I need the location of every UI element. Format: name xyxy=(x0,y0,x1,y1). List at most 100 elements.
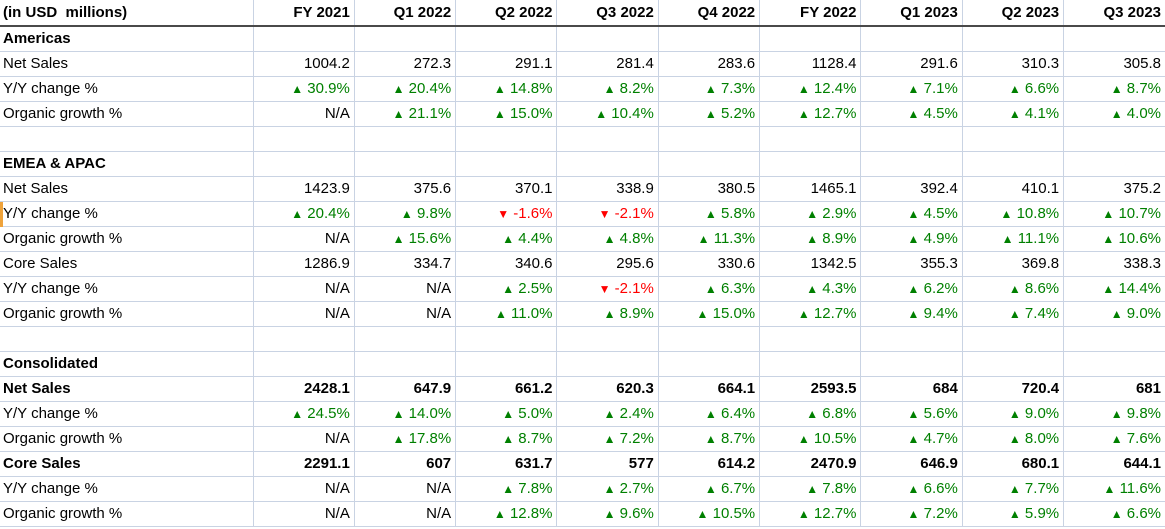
column-header[interactable]: Q3 2022 xyxy=(556,0,659,27)
column-header[interactable]: Q1 2023 xyxy=(860,0,963,27)
row-label[interactable]: Organic growth % xyxy=(0,426,254,452)
cell[interactable] xyxy=(354,126,457,152)
cell[interactable]: ▲ 8.2% xyxy=(556,76,659,102)
cell[interactable]: ▲ 4.8% xyxy=(556,226,659,252)
cell[interactable] xyxy=(962,326,1065,352)
row-label[interactable]: Core Sales xyxy=(0,251,254,277)
cell[interactable]: 614.2 xyxy=(658,451,761,477)
column-header[interactable]: FY 2022 xyxy=(759,0,862,27)
cell[interactable]: 577 xyxy=(556,451,659,477)
cell[interactable]: ▲ 8.7% xyxy=(658,426,761,452)
cell[interactable] xyxy=(1063,326,1165,352)
cell[interactable]: ▲ 5.6% xyxy=(860,401,963,427)
row-label[interactable]: Organic growth % xyxy=(0,101,254,127)
cell[interactable]: 664.1 xyxy=(658,376,761,402)
cell[interactable]: ▲ 6.7% xyxy=(658,476,761,502)
cell[interactable]: 1423.9 xyxy=(253,176,355,202)
cell[interactable] xyxy=(759,126,862,152)
cell[interactable]: ▲ 12.7% xyxy=(759,501,862,527)
row-label[interactable]: EMEA & APAC xyxy=(0,151,254,177)
cell[interactable]: ▲ 7.3% xyxy=(658,76,761,102)
cell[interactable]: N/A xyxy=(253,101,355,127)
row-label[interactable]: Organic growth % xyxy=(0,226,254,252)
cell[interactable]: N/A xyxy=(253,426,355,452)
cell[interactable]: N/A xyxy=(354,276,457,302)
cell[interactable] xyxy=(860,26,963,52)
row-label[interactable]: Americas xyxy=(0,26,254,52)
cell[interactable]: N/A xyxy=(253,501,355,527)
cell[interactable] xyxy=(860,151,963,177)
cell[interactable]: 1128.4 xyxy=(759,51,862,77)
cell[interactable]: 355.3 xyxy=(860,251,963,277)
cell[interactable] xyxy=(556,26,659,52)
cell[interactable]: ▲ 7.4% xyxy=(962,301,1065,327)
cell[interactable]: 305.8 xyxy=(1063,51,1165,77)
cell[interactable] xyxy=(962,151,1065,177)
cell[interactable]: 375.2 xyxy=(1063,176,1165,202)
cell[interactable]: 338.9 xyxy=(556,176,659,202)
cell[interactable]: ▲ 5.9% xyxy=(962,501,1065,527)
cell[interactable]: ▲ 4.4% xyxy=(455,226,558,252)
cell[interactable]: 620.3 xyxy=(556,376,659,402)
cell[interactable] xyxy=(455,326,558,352)
cell[interactable] xyxy=(759,26,862,52)
cell[interactable]: N/A xyxy=(253,476,355,502)
cell[interactable]: 380.5 xyxy=(658,176,761,202)
cell[interactable]: 680.1 xyxy=(962,451,1065,477)
cell[interactable]: 310.3 xyxy=(962,51,1065,77)
cell[interactable]: ▲ 7.7% xyxy=(962,476,1065,502)
cell[interactable]: ▲ 15.6% xyxy=(354,226,457,252)
cell[interactable] xyxy=(253,26,355,52)
cell[interactable]: 281.4 xyxy=(556,51,659,77)
cell[interactable]: ▲ 21.1% xyxy=(354,101,457,127)
cell[interactable] xyxy=(759,151,862,177)
cell[interactable]: ▲ 4.5% xyxy=(860,101,963,127)
cell[interactable]: 272.3 xyxy=(354,51,457,77)
cell[interactable] xyxy=(455,126,558,152)
cell[interactable]: 370.1 xyxy=(455,176,558,202)
cell[interactable]: N/A xyxy=(354,301,457,327)
cell[interactable]: 291.6 xyxy=(860,51,963,77)
cell[interactable]: 2593.5 xyxy=(759,376,862,402)
cell[interactable]: 631.7 xyxy=(455,451,558,477)
cell[interactable] xyxy=(556,326,659,352)
cell[interactable]: ▲ 20.4% xyxy=(253,201,355,227)
cell[interactable]: ▲ 4.5% xyxy=(860,201,963,227)
row-label[interactable]: Organic growth % xyxy=(0,301,254,327)
cell[interactable]: ▲ 11.3% xyxy=(658,226,761,252)
cell[interactable] xyxy=(658,326,761,352)
column-header[interactable]: FY 2021 xyxy=(253,0,355,27)
row-label[interactable]: Y/Y change % xyxy=(0,401,254,427)
cell[interactable] xyxy=(962,126,1065,152)
cell[interactable]: 295.6 xyxy=(556,251,659,277)
cell[interactable]: ▲ 9.0% xyxy=(962,401,1065,427)
cell[interactable]: 607 xyxy=(354,451,457,477)
cell[interactable]: ▲ 2.7% xyxy=(556,476,659,502)
cell[interactable] xyxy=(658,26,761,52)
cell[interactable]: ▲ 10.5% xyxy=(658,501,761,527)
cell[interactable]: ▲ 15.0% xyxy=(455,101,558,127)
cell[interactable]: ▲ 11.0% xyxy=(455,301,558,327)
cell[interactable]: ▲ 6.6% xyxy=(1063,501,1165,527)
row-label[interactable]: Net Sales xyxy=(0,176,254,202)
cell[interactable]: 2291.1 xyxy=(253,451,355,477)
cell[interactable]: 1286.9 xyxy=(253,251,355,277)
cell[interactable] xyxy=(658,126,761,152)
cell[interactable]: ▼ -2.1% xyxy=(556,276,659,302)
cell[interactable]: N/A xyxy=(253,301,355,327)
cell[interactable]: ▲ 5.2% xyxy=(658,101,761,127)
column-header[interactable]: Q1 2022 xyxy=(354,0,457,27)
cell[interactable]: 392.4 xyxy=(860,176,963,202)
cell[interactable]: ▲ 6.2% xyxy=(860,276,963,302)
cell[interactable]: ▲ 7.8% xyxy=(455,476,558,502)
cell[interactable]: ▲ 7.1% xyxy=(860,76,963,102)
cell[interactable]: ▲ 11.6% xyxy=(1063,476,1165,502)
cell[interactable]: ▲ 2.9% xyxy=(759,201,862,227)
cell[interactable]: ▲ 8.0% xyxy=(962,426,1065,452)
cell[interactable]: ▲ 6.6% xyxy=(860,476,963,502)
cell[interactable]: ▲ 2.5% xyxy=(455,276,558,302)
cell[interactable]: ▲ 8.9% xyxy=(759,226,862,252)
cell[interactable]: ▲ 7.2% xyxy=(556,426,659,452)
column-header[interactable]: Q2 2023 xyxy=(962,0,1065,27)
cell[interactable] xyxy=(860,126,963,152)
